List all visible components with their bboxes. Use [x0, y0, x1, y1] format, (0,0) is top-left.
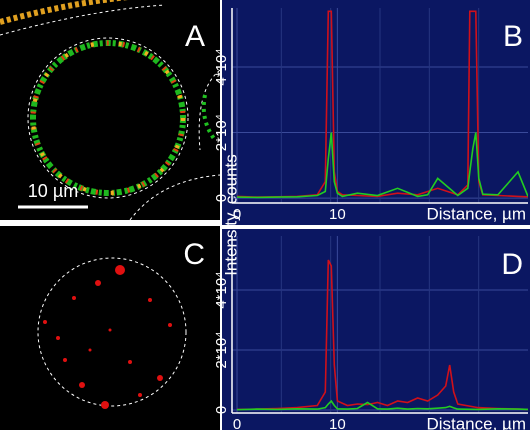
panel-label: D: [501, 248, 523, 281]
plot-background: [222, 229, 530, 430]
y-tick-label: 4*10⁴: [213, 48, 230, 85]
y-tick-label: 4*10⁴: [213, 271, 230, 308]
x-tick-label: 10: [329, 416, 346, 430]
x-axis-label: Distance, µm: [426, 204, 526, 223]
panel-label: B: [503, 20, 523, 53]
plot-lines: [236, 10, 528, 199]
line: [236, 259, 528, 411]
scale-bar-label: 10 µm: [28, 181, 78, 201]
y-tick-label: 0: [213, 406, 230, 414]
image-a: [0, 0, 221, 221]
panel-label: C: [183, 238, 205, 271]
y-tick-label: 0: [213, 194, 230, 202]
y-tick-label: 2*10⁴: [213, 114, 230, 151]
plot-background: [222, 0, 530, 225]
x-tick-label: 0: [233, 206, 241, 223]
x-axis-label: Distance, µm: [426, 414, 526, 430]
y-tick-label: 2*10⁴: [213, 331, 230, 368]
plot-lines: [236, 259, 528, 411]
line: [236, 10, 528, 198]
line: [236, 132, 528, 199]
line: [236, 399, 528, 411]
x-tick-label: 0: [233, 416, 241, 430]
x-tick-label: 10: [329, 206, 346, 223]
panel-label: A: [185, 20, 205, 53]
image-c: [0, 226, 220, 430]
y-axis-label: Intensity, counts: [221, 154, 240, 276]
